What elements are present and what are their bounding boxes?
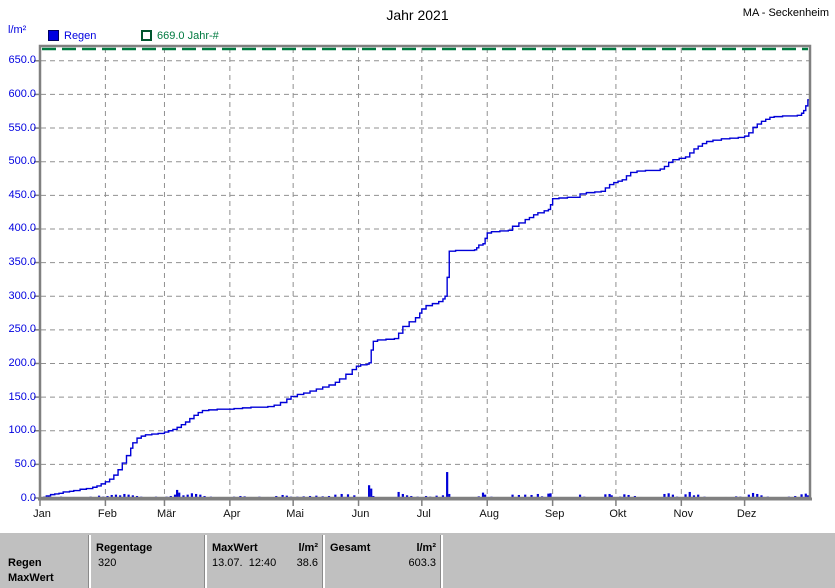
rain-cumulative-chart bbox=[34, 44, 812, 506]
table-separator bbox=[204, 535, 207, 588]
page-title: Jahr 2021 bbox=[386, 7, 449, 23]
y-tick-label: 100.0 bbox=[8, 424, 36, 437]
x-month-label: Apr bbox=[223, 508, 241, 520]
x-month-label: Okt bbox=[609, 508, 627, 520]
col-header-gesamt: Gesamt bbox=[330, 542, 371, 554]
row-label-regen: Regen bbox=[8, 557, 42, 569]
value-maxwert-time: 13.07. 12:40 bbox=[212, 557, 277, 569]
y-axis-tick-labels: 650.0 600.0 550.0 500.0 450.0 400.0 350.0 300.0… bbox=[0, 0, 36, 530]
x-month-label: Aug bbox=[479, 508, 499, 520]
y-tick-label: 500.0 bbox=[8, 155, 36, 168]
x-month-label: Sep bbox=[544, 508, 565, 520]
station-label: MA - Seckenheim bbox=[742, 7, 829, 19]
legend-item-jahr-threshold: 669.0 Jahr-# bbox=[141, 29, 219, 42]
legend-item-regen: Regen bbox=[48, 29, 96, 42]
y-tick-label: 450.0 bbox=[8, 188, 36, 201]
value-maxwert-amount: 38.6 bbox=[296, 557, 318, 569]
y-axis-unit-label: l/m² bbox=[8, 24, 27, 36]
col-header-maxwert: MaxWert bbox=[212, 542, 258, 554]
value-regentage: 320 bbox=[98, 557, 117, 569]
x-month-label: Feb bbox=[97, 508, 117, 520]
y-tick-label: 150.0 bbox=[8, 390, 36, 403]
col-header-maxwert-unit: l/m² bbox=[298, 542, 318, 554]
regen-series-swatch-icon bbox=[48, 30, 59, 41]
threshold-series-swatch-icon bbox=[141, 30, 152, 41]
x-month-label: Mai bbox=[286, 508, 304, 520]
col-header-regentage: Regentage bbox=[96, 542, 153, 554]
y-tick-label: 600.0 bbox=[8, 87, 36, 100]
x-month-label: Mär bbox=[156, 508, 176, 520]
col-header-gesamt-unit: l/m² bbox=[416, 542, 436, 554]
y-tick-label: 650.0 bbox=[8, 54, 36, 67]
y-tick-label: 250.0 bbox=[8, 323, 36, 336]
x-axis-month-labels: Jan Feb Mär Apr Mai Jun Jul Aug Sep Okt Nov Dez bbox=[0, 508, 835, 524]
x-month-label: Jun bbox=[351, 508, 370, 520]
summary-table: Regen MaxWert Regentage 320 MaxWert l/m²… bbox=[0, 531, 835, 588]
y-tick-label: 300.0 bbox=[8, 289, 36, 302]
x-month-label: Jan bbox=[33, 508, 51, 520]
table-separator bbox=[440, 535, 443, 588]
row-label-maxwert: MaxWert bbox=[8, 572, 54, 584]
legend-regen-label: Regen bbox=[64, 29, 97, 42]
legend-threshold-label: 669.0 Jahr-# bbox=[157, 29, 219, 42]
y-tick-label: 0.0 bbox=[20, 491, 36, 504]
x-month-label: Jul bbox=[416, 508, 431, 520]
table-separator bbox=[322, 535, 325, 588]
x-month-label: Dez bbox=[736, 508, 757, 520]
table-separator bbox=[88, 535, 91, 588]
y-tick-label: 200.0 bbox=[8, 356, 36, 369]
y-tick-label: 550.0 bbox=[8, 121, 36, 134]
y-tick-label: 400.0 bbox=[8, 222, 36, 235]
y-tick-label: 50.0 bbox=[14, 457, 36, 470]
x-month-label: Nov bbox=[673, 508, 694, 520]
value-gesamt-amount: 603.3 bbox=[408, 557, 436, 569]
y-tick-label: 350.0 bbox=[8, 256, 36, 269]
